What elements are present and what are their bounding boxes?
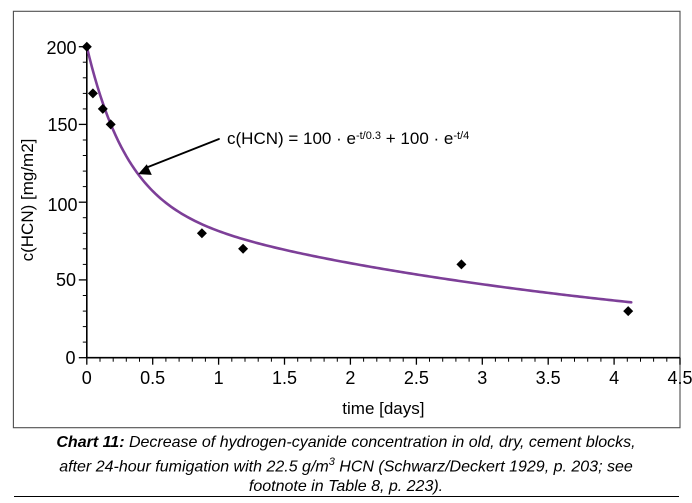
- svg-text:c(HCN) = 100 · e-t/0.3 + 100 ·: c(HCN) = 100 · e-t/0.3 + 100 · e-t/4: [227, 129, 469, 148]
